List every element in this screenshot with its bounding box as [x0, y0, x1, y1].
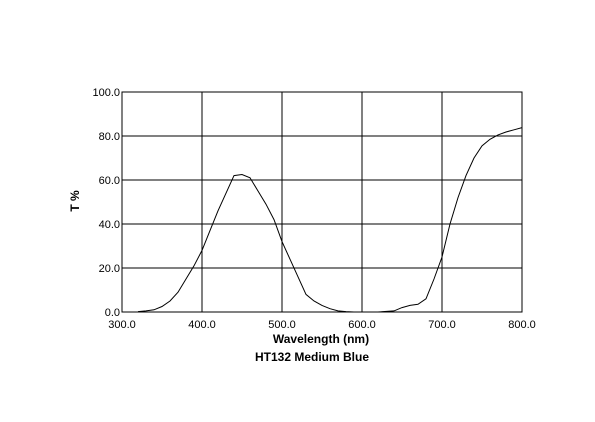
- x-tick-label: 500.0: [268, 319, 296, 331]
- y-tick-label: 0.0: [105, 307, 120, 319]
- x-tick-label: 800.0: [508, 319, 536, 331]
- x-tick-label: 400.0: [188, 319, 216, 331]
- chart-title: HT132 Medium Blue: [255, 350, 369, 364]
- x-tick-label: 300.0: [108, 319, 136, 331]
- x-axis-label: Wavelength (nm): [273, 332, 369, 346]
- y-tick-label: 60.0: [99, 175, 120, 187]
- y-tick-labels: 0.0 20.0 40.0 60.0 80.0 100.0: [92, 87, 120, 319]
- y-tick-label: 20.0: [99, 263, 120, 275]
- y-tick-label: 40.0: [99, 219, 120, 231]
- series-line: [137, 127, 523, 313]
- grid: [121, 91, 523, 313]
- y-axis-label: T %: [68, 190, 82, 212]
- x-tick-label: 700.0: [428, 319, 456, 331]
- x-tick-labels: 300.0 400.0 500.0 600.0 700.0 800.0: [108, 319, 536, 331]
- plot-frame: [121, 91, 523, 313]
- y-tick-label: 100.0: [92, 87, 120, 99]
- x-tick-label: 600.0: [348, 319, 376, 331]
- y-tick-label: 80.0: [99, 131, 120, 143]
